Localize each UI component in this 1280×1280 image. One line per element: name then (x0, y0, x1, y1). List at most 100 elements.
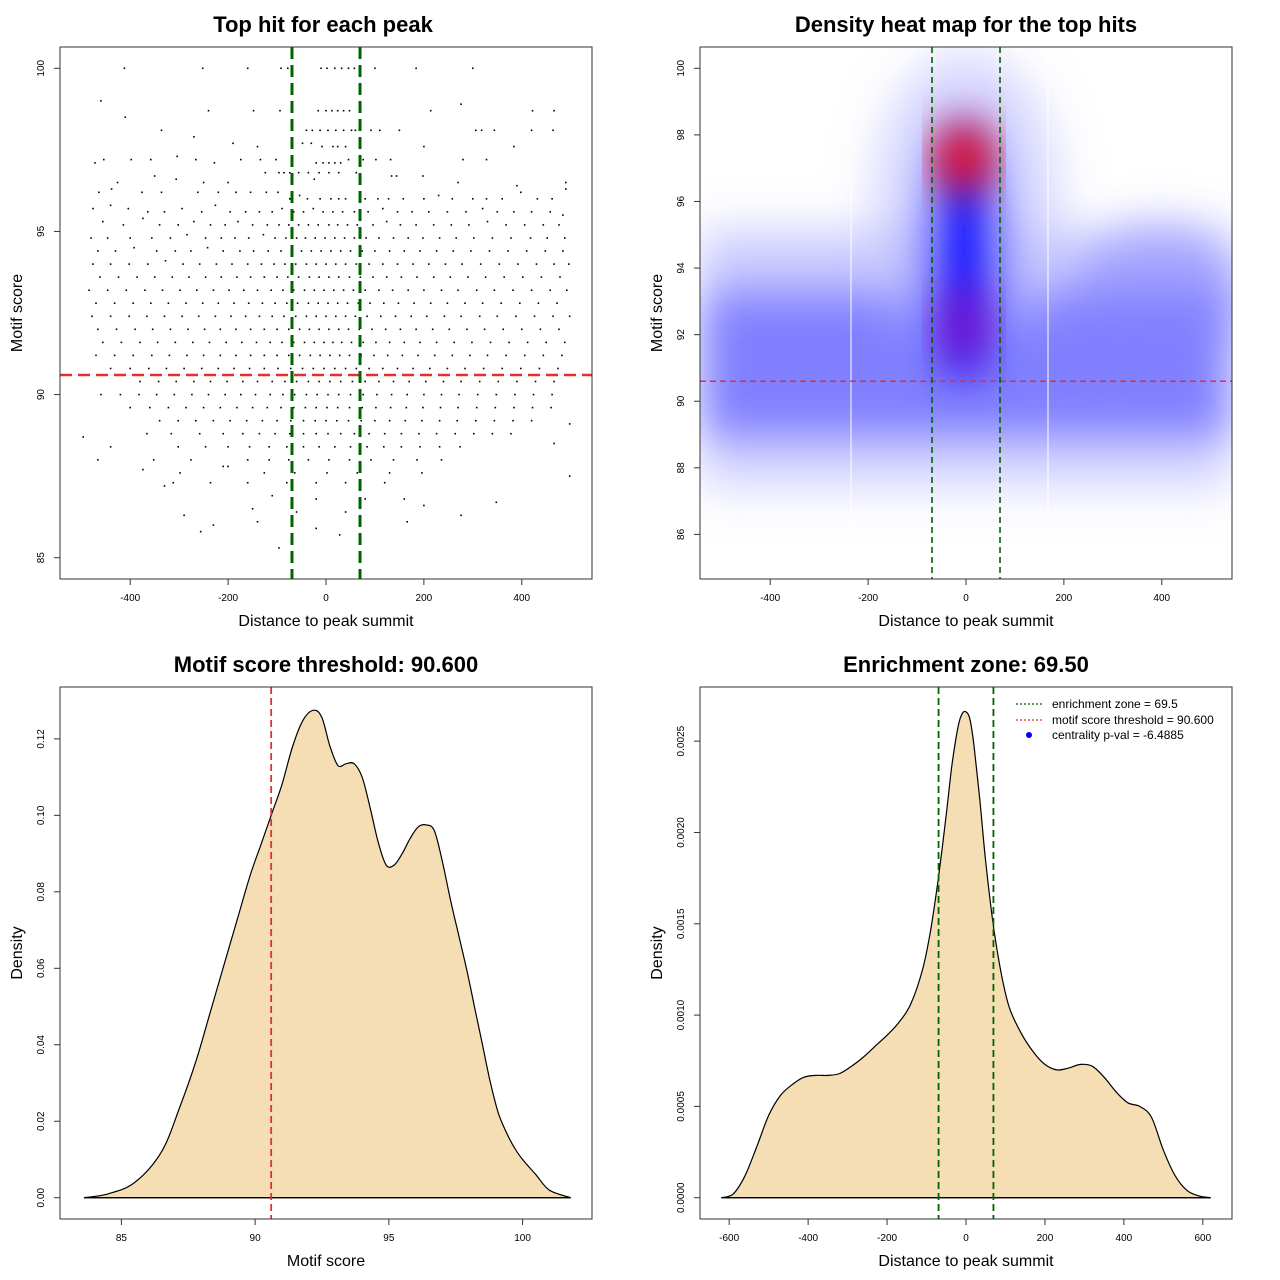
data-point (540, 276, 543, 278)
legend-pval-label: centrality p-val = -6.4885 (1052, 728, 1184, 742)
data-point (268, 446, 270, 448)
legend: enrichment zone = 69.5 motif score thres… (1016, 697, 1214, 742)
data-point (289, 432, 291, 435)
data-point (464, 367, 466, 370)
data-point (148, 367, 150, 370)
data-point (342, 129, 345, 132)
data-point (327, 129, 329, 132)
data-point (206, 246, 209, 249)
data-point (161, 289, 164, 291)
data-point (482, 367, 485, 370)
data-point (315, 263, 317, 265)
data-point (200, 367, 203, 370)
data-point (262, 233, 265, 236)
data-point (568, 315, 571, 318)
legend-zone-label: enrichment zone = 69.5 (1052, 697, 1178, 711)
data-point (177, 224, 179, 226)
data-point (305, 263, 308, 265)
data-point (136, 276, 138, 278)
data-point (220, 237, 223, 239)
data-point (438, 237, 441, 239)
data-point (403, 498, 406, 500)
data-point (415, 224, 417, 226)
data-point (307, 380, 310, 383)
data-point (353, 67, 356, 70)
data-point (139, 341, 141, 344)
data-point (400, 432, 403, 435)
y-tick-label: 94 (676, 262, 687, 274)
data-point (369, 302, 371, 304)
data-point (375, 158, 377, 161)
data-point (288, 224, 290, 226)
data-point (129, 237, 131, 239)
data-point (355, 171, 358, 174)
data-point (565, 181, 567, 184)
data-point (425, 380, 427, 383)
data-point (275, 158, 277, 161)
data-point (391, 289, 394, 291)
data-point (219, 406, 222, 409)
data-point (439, 406, 442, 409)
data-point (365, 237, 367, 239)
data-point (364, 498, 366, 500)
data-point (249, 191, 252, 194)
y-tick-label: 0.0000 (676, 1182, 687, 1213)
data-point (271, 494, 273, 497)
data-point (336, 302, 339, 304)
data-point (423, 145, 425, 148)
data-point (478, 380, 481, 383)
data-point (443, 315, 446, 318)
data-point (149, 406, 151, 409)
data-point (338, 534, 341, 536)
data-point (473, 237, 475, 239)
data-point (368, 367, 370, 370)
data-point (113, 302, 116, 304)
data-point (151, 354, 153, 357)
data-point (298, 328, 301, 331)
data-point (440, 459, 443, 461)
data-point (293, 472, 296, 474)
data-point (539, 328, 542, 331)
data-point (410, 315, 412, 318)
data-point (493, 419, 496, 422)
data-point (470, 250, 472, 252)
y-tick-label: 88 (676, 462, 687, 474)
data-point (307, 302, 310, 304)
data-point (349, 250, 352, 252)
data-point (209, 481, 212, 484)
data-point (457, 181, 459, 184)
data-point (199, 530, 202, 533)
distance-density-panel: Enrichment zone: 69.50 -600 -400 -200 0 200 4… (649, 652, 1233, 1270)
data-point (468, 224, 470, 226)
data-point (346, 224, 349, 226)
data-point (408, 380, 410, 383)
data-point (183, 514, 185, 517)
data-point (517, 263, 519, 265)
data-point (252, 109, 255, 112)
x-tick-label: 200 (1056, 593, 1073, 604)
y-tick-label: 90 (676, 395, 687, 407)
y-tick-label: 95 (36, 225, 47, 237)
data-point (558, 328, 560, 331)
data-point (150, 158, 152, 161)
data-point (449, 276, 452, 278)
data-point (318, 446, 320, 448)
data-point (333, 289, 335, 291)
data-point (315, 315, 317, 318)
data-point (362, 158, 364, 161)
data-point (512, 419, 514, 422)
data-point (351, 380, 354, 383)
data-point (308, 276, 311, 278)
data-point (237, 220, 239, 223)
data-point (446, 367, 449, 370)
data-point (158, 224, 161, 226)
data-point (390, 393, 393, 396)
data-point (514, 393, 516, 396)
data-point (315, 498, 317, 500)
data-point (347, 67, 350, 70)
data-point (289, 171, 291, 174)
data-point (302, 211, 305, 213)
data-point (279, 109, 281, 112)
x-tick-label: 400 (1116, 1233, 1133, 1244)
data-point (97, 328, 99, 331)
